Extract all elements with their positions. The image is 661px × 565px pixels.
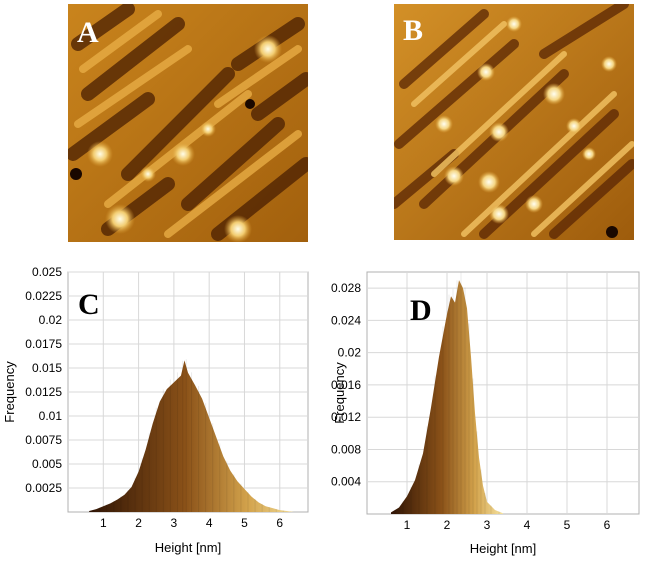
- x-tick-label: 2: [444, 518, 451, 532]
- histogram-area-d: [391, 280, 503, 514]
- afm-image-a: [68, 4, 308, 242]
- x-tick-label: 1: [404, 518, 411, 532]
- panel-label-d: D: [410, 294, 432, 327]
- y-tick-label: 0.005: [32, 457, 62, 471]
- y-tick-label: 0.02: [338, 346, 362, 360]
- histogram-c: 0.0025 0.005 0.0075 0.01 0.0125 0.015 0.0175 0.…: [2, 265, 309, 555]
- x-tick-label: 5: [564, 518, 571, 532]
- histogram-d: 0.004 0.008 0.012 0.016 0.02 0.024 0.028 1 2 3 4 5 6…: [331, 271, 640, 556]
- x-tick-label: 3: [171, 516, 178, 530]
- y-axis-label-d: Frequency: [332, 362, 347, 424]
- y-tick-label: 0.015: [32, 361, 62, 375]
- panel-label-a: A: [77, 16, 99, 49]
- plot-area-d: [366, 271, 640, 515]
- y-tick-label: 0.0125: [25, 385, 62, 399]
- x-tick-label: 5: [241, 516, 248, 530]
- x-tick-label: 2: [135, 516, 142, 530]
- x-tick-label: 6: [276, 516, 283, 530]
- x-tick-label: 1: [100, 516, 107, 530]
- y-tick-label: 0.0075: [25, 433, 62, 447]
- y-tick-label: 0.025: [32, 265, 62, 279]
- y-tick-label: 0.01: [39, 409, 63, 423]
- y-tick-label: 0.028: [331, 281, 361, 295]
- x-axis-label-d: Height [nm]: [470, 541, 536, 556]
- y-tick-label: 0.016: [331, 378, 361, 392]
- panel-label-b: B: [403, 14, 424, 47]
- y-tick-label: 0.0025: [25, 481, 62, 495]
- histogram-area-c: [89, 360, 301, 512]
- afm-image-b: [394, 4, 634, 240]
- panel-label-c: C: [78, 288, 100, 321]
- y-axis-label-c: Frequency: [2, 361, 17, 423]
- y-tick-label: 0.0175: [25, 337, 62, 351]
- x-tick-label: 3: [484, 518, 491, 532]
- y-tick-label: 0.008: [331, 442, 361, 456]
- y-tick-label: 0.012: [331, 410, 361, 424]
- y-tick-label: 0.0225: [25, 289, 62, 303]
- x-axis-label-c: Height [nm]: [155, 540, 221, 555]
- x-tick-label: 4: [206, 516, 213, 530]
- x-tick-label: 6: [604, 518, 611, 532]
- y-tick-label: 0.004: [331, 475, 361, 489]
- y-tick-label: 0.02: [39, 313, 63, 327]
- y-tick-label: 0.024: [331, 313, 361, 327]
- x-tick-label: 4: [524, 518, 531, 532]
